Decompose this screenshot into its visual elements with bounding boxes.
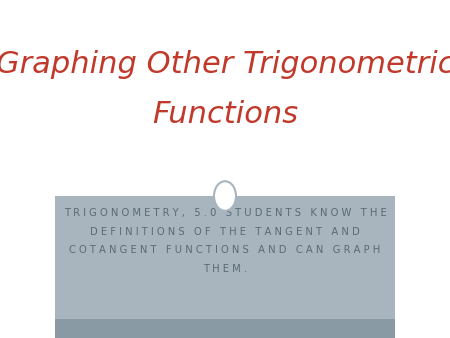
Ellipse shape (214, 181, 236, 211)
Text: T R I G O N O M E T R Y ,   5 . 0   S T U D E N T S   K N O W   T H E: T R I G O N O M E T R Y , 5 . 0 S T U D … (63, 208, 387, 218)
Bar (55, 0, 395, 196)
Text: T H E M .: T H E M . (203, 264, 247, 274)
Bar (55, 319, 395, 338)
Text: Graphing Other Trigonometric: Graphing Other Trigonometric (0, 50, 450, 79)
Bar (55, 196, 395, 319)
Text: Functions: Functions (152, 100, 298, 129)
Text: C O T A N G E N T   F U N C T I O N S   A N D   C A N   G R A P H: C O T A N G E N T F U N C T I O N S A N … (69, 245, 381, 255)
Text: D E F I N I T I O N S   O F   T H E   T A N G E N T   A N D: D E F I N I T I O N S O F T H E T A N G … (90, 226, 360, 237)
